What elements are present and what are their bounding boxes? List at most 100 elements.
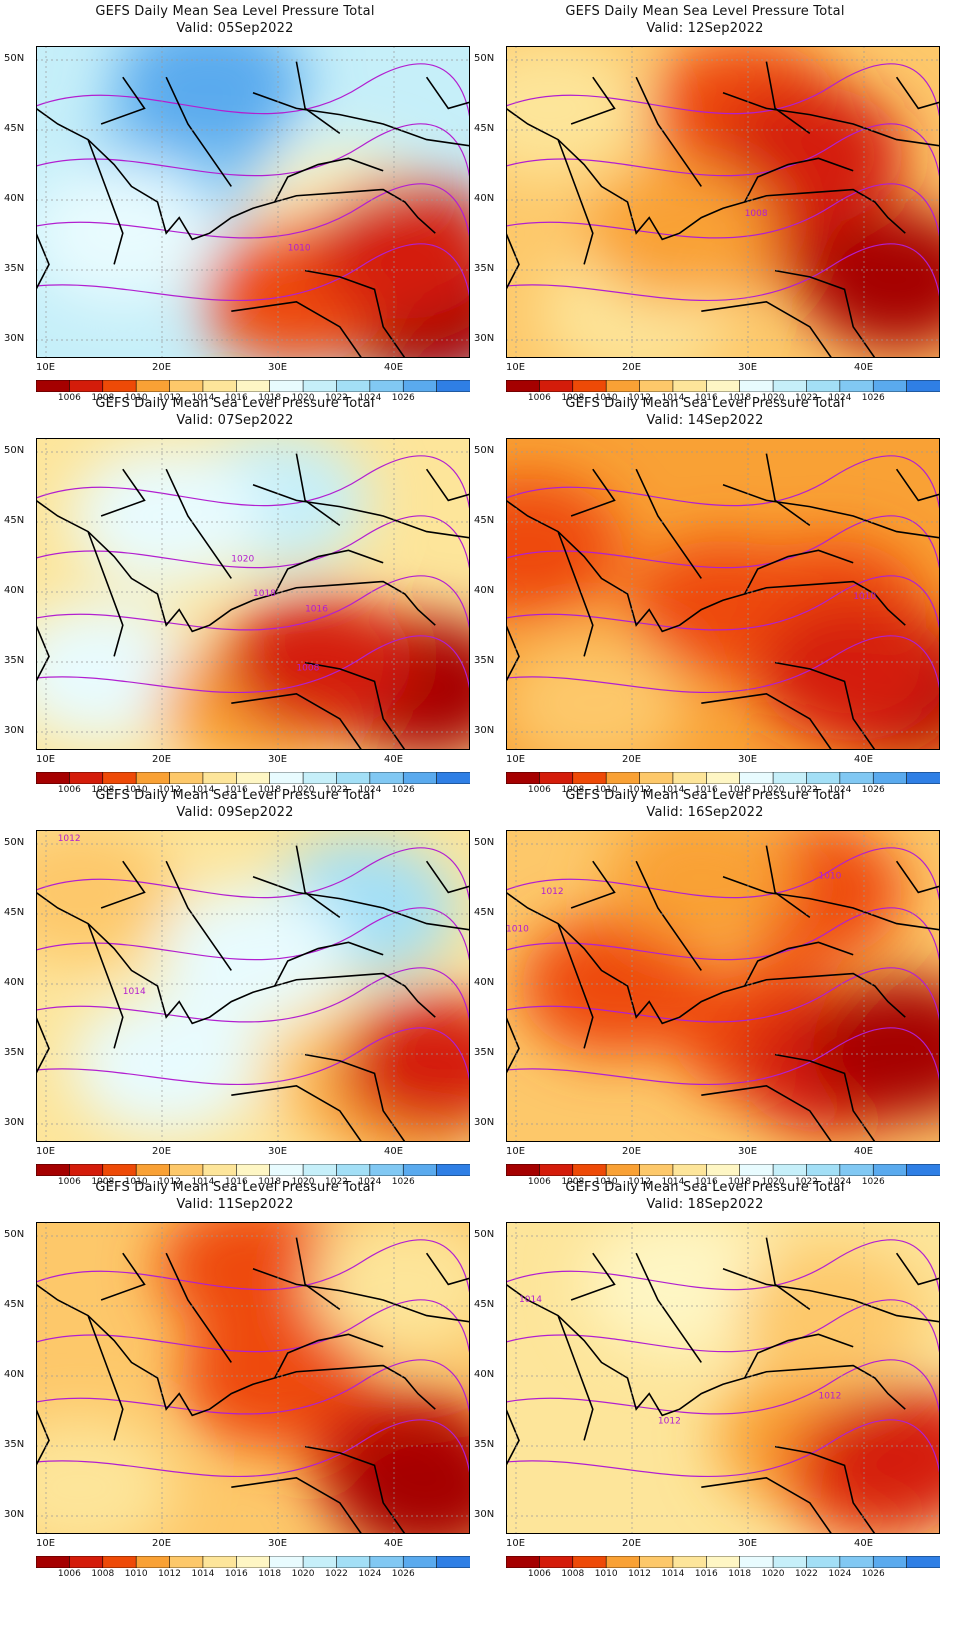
coastline (765, 1237, 811, 1311)
panel-valid-date: Valid: 12Sep2022 (646, 21, 764, 36)
legend-swatch (539, 380, 574, 392)
isobar-contour (36, 967, 470, 1023)
legend-label: 1022 (325, 785, 348, 795)
legend-swatch (302, 1556, 338, 1568)
lat-tick-label: 35N (474, 1439, 495, 1450)
legend-swatch (739, 1164, 774, 1176)
legend-label: 1014 (661, 1177, 685, 1187)
lon-tick-label: 30E (738, 1146, 758, 1157)
lon-tick-label: 10E (36, 1538, 56, 1549)
isobar-contour (506, 123, 940, 179)
lat-tick-label: 30N (474, 1509, 495, 1520)
legend-swatch (102, 380, 137, 392)
panel-title: GEFS Daily Mean Sea Level Pressure Total (565, 4, 845, 19)
legend-label: 1012 (158, 1569, 181, 1579)
legend-label: 1008 (91, 1569, 115, 1579)
lon-tick-label: 30E (268, 1146, 288, 1157)
legend-label: 1020 (761, 785, 785, 795)
coastline (100, 468, 146, 517)
pressure-map: 1010 (506, 438, 940, 750)
panel-valid-date: Valid: 16Sep2022 (646, 805, 764, 820)
coastline (87, 531, 124, 657)
coastline (252, 484, 470, 539)
lon-tick-label: 30E (268, 362, 288, 373)
lon-tick-label: 10E (506, 1146, 526, 1157)
legend-label: 1006 (527, 393, 551, 403)
map-frame (506, 46, 940, 358)
coastline (425, 1252, 470, 1286)
coastline (774, 1053, 876, 1142)
lat-tick-label: 35N (4, 263, 25, 274)
lat-tick-label: 30N (474, 333, 495, 344)
color-legend (506, 1164, 940, 1176)
legend-label: 1012 (158, 785, 181, 795)
legend-swatch (135, 380, 171, 392)
coastline (304, 661, 406, 750)
panel-title: GEFS Daily Mean Sea Level Pressure Total (565, 1180, 845, 1195)
legend-swatch (69, 380, 104, 392)
legend-label: 1012 (628, 1569, 651, 1579)
coastline (774, 269, 876, 358)
lon-tick-label: 10E (506, 754, 526, 765)
legend-swatch (872, 772, 908, 784)
panel-title: GEFS Daily Mean Sea Level Pressure Total (95, 396, 375, 411)
coastline (273, 157, 384, 203)
coastline (304, 1053, 406, 1142)
coastline (701, 693, 833, 750)
contour-label: 1010 (853, 592, 876, 602)
coastline (506, 1283, 906, 1417)
lat-tick-label: 40N (474, 1369, 495, 1380)
coastline (36, 107, 436, 241)
lon-tick-label: 20E (622, 754, 642, 765)
lon-tick-label: 40E (854, 754, 874, 765)
legend-swatch (436, 1164, 470, 1176)
coastline (722, 92, 940, 147)
contour-label: 1010 (818, 872, 841, 882)
isobar-contour (36, 1239, 470, 1295)
legend-label: 1010 (124, 785, 148, 795)
legend-label: 1008 (561, 1569, 585, 1579)
legend-label: 1016 (224, 1177, 248, 1187)
legend-label: 1020 (761, 393, 785, 403)
coastline (36, 499, 436, 633)
legend-label: 1026 (861, 393, 885, 403)
legend-label: 1026 (391, 1177, 415, 1187)
pressure-region (810, 1386, 940, 1526)
lon-tick-label: 40E (384, 1538, 404, 1549)
isobar-contour (36, 635, 470, 693)
pressure-map: 1020 1018 1016 1008 (36, 438, 470, 750)
lat-tick-label: 35N (4, 655, 25, 666)
legend-swatch (336, 380, 371, 392)
pressure-map: 1010 (36, 46, 470, 358)
color-legend (36, 772, 470, 784)
map-panel: GEFS Daily Mean Sea Level Pressure Total… (0, 0, 470, 410)
legend-swatch (302, 1164, 338, 1176)
lat-tick-label: 30N (4, 1509, 25, 1520)
lat-tick-label: 50N (474, 1229, 495, 1240)
lat-tick-label: 45N (4, 515, 25, 526)
coastline (252, 92, 470, 147)
coastline (273, 941, 384, 987)
legend-label: 1014 (661, 1569, 685, 1579)
legend-swatch (839, 1556, 875, 1568)
legend-swatch (436, 380, 470, 392)
legend-swatch (572, 1556, 607, 1568)
legend-swatch (135, 1556, 171, 1568)
legend-label: 1008 (91, 393, 115, 403)
coastline (36, 1283, 436, 1417)
coastline (304, 1445, 406, 1534)
coastline (295, 453, 341, 527)
legend-label: 1022 (795, 1569, 818, 1579)
legend-label: 1018 (258, 1177, 282, 1187)
color-legend (506, 772, 940, 784)
lon-tick-label: 40E (854, 1146, 874, 1157)
legend-swatch (169, 1164, 204, 1176)
legend-swatch (872, 1556, 908, 1568)
legend-label: 1006 (57, 1569, 81, 1579)
coastline (765, 845, 811, 919)
legend-labels: 1006 1008 1010 1012 1014 1016 1018 1020 1022 1024… (506, 1568, 940, 1582)
panel-valid-date: Valid: 07Sep2022 (176, 413, 294, 428)
legend-label: 1026 (861, 1177, 885, 1187)
legend-swatch (572, 772, 607, 784)
legend-label: 1016 (224, 785, 248, 795)
